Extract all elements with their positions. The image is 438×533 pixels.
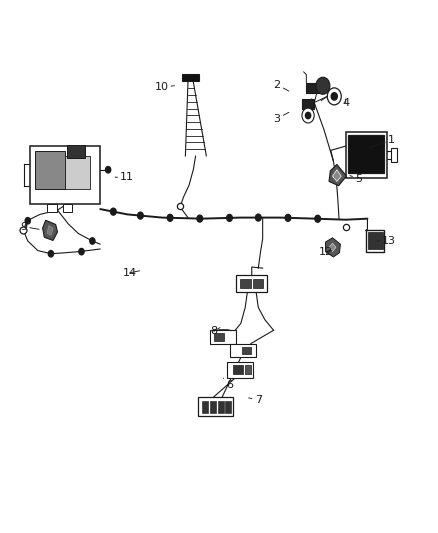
- Circle shape: [316, 77, 330, 94]
- Text: 2: 2: [273, 80, 289, 91]
- FancyBboxPatch shape: [306, 83, 318, 93]
- FancyBboxPatch shape: [210, 401, 216, 413]
- Polygon shape: [47, 225, 53, 235]
- FancyBboxPatch shape: [214, 333, 224, 341]
- Circle shape: [110, 208, 116, 215]
- FancyBboxPatch shape: [366, 230, 385, 252]
- Text: 8: 8: [210, 326, 220, 336]
- FancyBboxPatch shape: [182, 74, 199, 82]
- Text: 9: 9: [20, 222, 39, 232]
- FancyBboxPatch shape: [202, 401, 208, 413]
- Circle shape: [305, 112, 311, 119]
- Circle shape: [315, 215, 321, 222]
- Circle shape: [79, 248, 84, 255]
- Text: 3: 3: [274, 112, 289, 124]
- Circle shape: [327, 88, 341, 105]
- Text: 13: 13: [377, 236, 396, 246]
- FancyBboxPatch shape: [236, 275, 268, 292]
- Circle shape: [255, 214, 261, 221]
- Circle shape: [285, 214, 291, 221]
- FancyBboxPatch shape: [227, 362, 253, 377]
- Polygon shape: [329, 165, 346, 185]
- Circle shape: [106, 166, 111, 173]
- Text: 11: 11: [115, 172, 134, 182]
- Circle shape: [48, 251, 53, 257]
- FancyBboxPatch shape: [233, 365, 243, 374]
- FancyBboxPatch shape: [240, 279, 251, 288]
- FancyBboxPatch shape: [230, 344, 256, 358]
- FancyBboxPatch shape: [47, 204, 57, 212]
- Text: 5: 5: [350, 174, 362, 184]
- Text: 7: 7: [249, 395, 262, 406]
- Text: 12: 12: [319, 247, 333, 256]
- Text: 14: 14: [123, 268, 140, 278]
- FancyBboxPatch shape: [210, 330, 237, 344]
- Polygon shape: [325, 238, 340, 257]
- FancyBboxPatch shape: [346, 132, 387, 177]
- Circle shape: [167, 214, 173, 221]
- FancyBboxPatch shape: [391, 148, 397, 162]
- FancyBboxPatch shape: [67, 145, 85, 158]
- FancyBboxPatch shape: [35, 151, 65, 189]
- Circle shape: [197, 215, 203, 222]
- Circle shape: [302, 108, 314, 123]
- Text: 10: 10: [154, 82, 174, 92]
- Circle shape: [25, 217, 30, 224]
- Text: 6: 6: [223, 378, 233, 390]
- FancyBboxPatch shape: [225, 401, 231, 413]
- Text: 1: 1: [370, 135, 395, 148]
- FancyBboxPatch shape: [218, 401, 224, 413]
- FancyBboxPatch shape: [30, 147, 100, 204]
- Polygon shape: [42, 220, 57, 240]
- Circle shape: [90, 238, 95, 244]
- FancyBboxPatch shape: [253, 279, 263, 288]
- FancyBboxPatch shape: [245, 365, 251, 374]
- Text: 4: 4: [342, 98, 349, 108]
- Polygon shape: [329, 243, 336, 252]
- FancyBboxPatch shape: [302, 99, 314, 109]
- Polygon shape: [332, 169, 341, 181]
- FancyBboxPatch shape: [242, 346, 251, 354]
- FancyBboxPatch shape: [348, 135, 384, 173]
- FancyBboxPatch shape: [65, 156, 90, 189]
- Circle shape: [331, 93, 337, 100]
- FancyBboxPatch shape: [198, 397, 233, 416]
- FancyBboxPatch shape: [63, 204, 72, 212]
- Circle shape: [226, 214, 232, 221]
- Circle shape: [138, 212, 143, 219]
- FancyBboxPatch shape: [368, 232, 383, 249]
